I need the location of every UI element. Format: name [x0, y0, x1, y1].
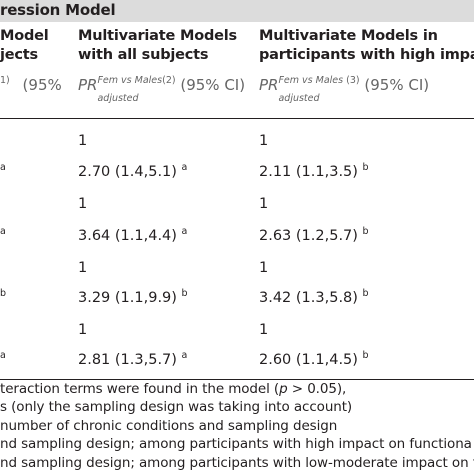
row5-col1: 1 [78, 260, 88, 276]
row7-col2: 1 [259, 322, 269, 338]
col0-ci: (95% [22, 76, 62, 94]
col0-sup: 1) [0, 75, 10, 86]
col0-header-line1: Model [0, 28, 49, 44]
footnote-line: nd sampling design; among participants w… [0, 436, 472, 452]
col2-ci: (95% CI) [364, 76, 430, 94]
col1-pr: PR [78, 76, 98, 94]
col1-header: Multivariate Models with all subjects [78, 27, 237, 65]
footnote-line: number of chronic conditions and samplin… [0, 418, 338, 434]
col2-subheader: PR Fem vs Males (3) adjusted (95% CI) [259, 75, 430, 104]
table-row: a 2.81 (1.3,5.7) a 2.60 (1.1,4.5) b [0, 350, 369, 368]
col0-subheader: 1) (95% [0, 75, 62, 94]
row4-col2: 2.63 (1.2,5.7) b [259, 226, 369, 244]
col1-ci: (95% CI) [180, 76, 246, 94]
row1-col1: 1 [78, 133, 88, 149]
row6-col2: 3.42 (1.3,5.8) b [259, 288, 369, 306]
col0-header-line2: jects [0, 47, 38, 63]
row8-col1: 2.81 (1.3,5.7) a [78, 350, 188, 368]
col1-subscript: adjusted [97, 93, 139, 104]
col2-header-line1: Multivariate Models in [259, 28, 438, 44]
col1-subheader: PR Fem vs Males(2) adjusted (95% CI) [78, 75, 246, 104]
col0-header: Model jects [0, 27, 49, 65]
col1-sup: Fem vs Males [97, 75, 163, 86]
row6-col0-mark: b [0, 288, 7, 299]
col2-subscript: adjusted [278, 93, 320, 104]
table-title: ression Model [0, 1, 116, 19]
row1-col2: 1 [259, 133, 269, 149]
col1-supnum: (2) [162, 75, 176, 86]
row5-col2: 1 [259, 260, 269, 276]
table-row: a 3.64 (1.1,4.4) a 2.63 (1.2,5.7) b [0, 226, 369, 244]
table-row: a 2.70 (1.4,5.1) a 2.11 (1.1,3.5) b [0, 162, 369, 180]
row4-col1: 3.64 (1.1,4.4) a [78, 226, 188, 244]
col1-header-line1: Multivariate Models [78, 28, 237, 44]
col2-sup: Fem vs Males [278, 75, 344, 86]
table-row: b 3.29 (1.1,9.9) b 3.42 (1.3,5.8) b [0, 288, 369, 306]
row8-col2: 2.60 (1.1,4.5) b [259, 350, 369, 368]
row2-col2: 2.11 (1.1,3.5) b [259, 162, 369, 180]
title-band [0, 0, 474, 22]
row7-col1: 1 [78, 322, 88, 338]
bottom-rule [0, 379, 474, 380]
col2-header: Multivariate Models in participants with… [259, 27, 474, 65]
row6-col1: 3.29 (1.1,9.9) b [78, 288, 188, 306]
footnote-line: s (only the sampling design was taking i… [0, 399, 353, 415]
col2-supnum: (3) [346, 75, 360, 86]
col2-pr: PR [259, 76, 279, 94]
col1-header-line2: with all subjects [78, 47, 209, 63]
row4-col0-mark: a [0, 226, 6, 237]
footnote-line: teraction terms were found in the model … [0, 381, 347, 397]
row8-col0-mark: a [0, 350, 6, 361]
footnote-line: nd sampling design; among participants w… [0, 455, 474, 471]
row3-col2: 1 [259, 196, 269, 212]
row2-col0-mark: a [0, 162, 6, 173]
col2-header-line2: participants with high impa [259, 47, 474, 63]
row2-col1: 2.70 (1.4,5.1) a [78, 162, 188, 180]
row3-col1: 1 [78, 196, 88, 212]
header-rule [0, 118, 474, 119]
